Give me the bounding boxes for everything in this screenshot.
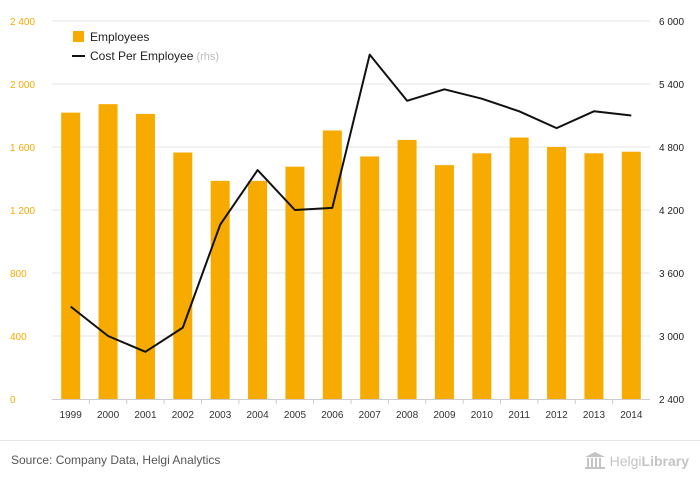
y-right-tick-label: 3 600: [659, 269, 684, 280]
y-left-tick-label: 1 600: [10, 143, 35, 154]
bar-2009: [434, 165, 454, 399]
bar-1999: [61, 112, 81, 399]
x-tick-label: 2004: [246, 410, 269, 421]
y-left-tick-label: 800: [10, 269, 27, 280]
bar-2007: [360, 156, 380, 399]
bar-2012: [547, 147, 567, 399]
x-tick-label: 2010: [471, 410, 494, 421]
legend-label-employees: Employees: [90, 30, 149, 44]
y-right-tick-label: 3 000: [659, 332, 684, 343]
x-tick-label: 2007: [359, 410, 382, 421]
x-tick-label: 2005: [284, 410, 307, 421]
bar-2004: [248, 180, 268, 399]
bar-2001: [135, 113, 155, 400]
line-cost-per-employee: [70, 53, 632, 353]
x-tick-label: 2011: [508, 410, 530, 421]
y-right-tick-label: 4 800: [659, 143, 684, 154]
x-tick-label: 2000: [97, 410, 120, 421]
bar-2000: [98, 104, 118, 399]
y-left-tick-label: 2 400: [10, 17, 35, 28]
bar-2006: [322, 130, 342, 399]
bar-2010: [472, 153, 492, 399]
legend-rhs-note: (rhs): [193, 51, 219, 63]
x-tick-label: 2002: [172, 410, 195, 421]
y-right-tick-label: 2 400: [659, 395, 684, 406]
y-right-tick-label: 6 000: [659, 17, 684, 28]
bar-2014: [621, 151, 641, 399]
bar-2013: [584, 153, 604, 399]
logo-text-library: Library: [641, 453, 689, 469]
footer: Source: Company Data, Helgi Analytics He…: [0, 440, 700, 484]
legend-swatch-employees: [73, 31, 84, 42]
y-right-tick-label: 4 200: [659, 206, 684, 217]
x-tick-label: 2012: [545, 410, 568, 421]
x-tick-label: 2009: [433, 410, 456, 421]
x-tick-label: 2006: [321, 410, 344, 421]
x-tick-label: 2013: [583, 410, 606, 421]
logo-text-helgi: Helgi: [609, 453, 642, 469]
y-left-tick-label: 1 200: [10, 206, 35, 217]
y-left-tick-label: 400: [10, 332, 27, 343]
x-tick-label: 1999: [60, 410, 83, 421]
x-tick-label: 2008: [396, 410, 419, 421]
bar-2008: [397, 139, 417, 399]
library-building-icon: [584, 452, 605, 469]
bar-2005: [285, 166, 305, 399]
x-tick-label: 2014: [620, 410, 643, 421]
bar-2002: [173, 152, 193, 399]
y-left-tick-label: 2 000: [10, 80, 35, 91]
legend-label-cost: Cost Per Employee (rhs): [90, 49, 219, 63]
combo-chart: 1999 2000 2001 2002 2003 2004 2005 2006 2007 2008…: [10, 17, 684, 421]
y-right-tick-label: 5 400: [659, 80, 684, 91]
y-left-tick-label: 0: [10, 395, 16, 406]
x-tick-label: 2003: [209, 410, 232, 421]
x-tick-label: 2001: [134, 410, 157, 421]
source-note: Source: Company Data, Helgi Analytics: [11, 453, 221, 467]
bar-2011: [509, 137, 529, 400]
helgi-library-logo: Helgi Library: [584, 447, 689, 475]
